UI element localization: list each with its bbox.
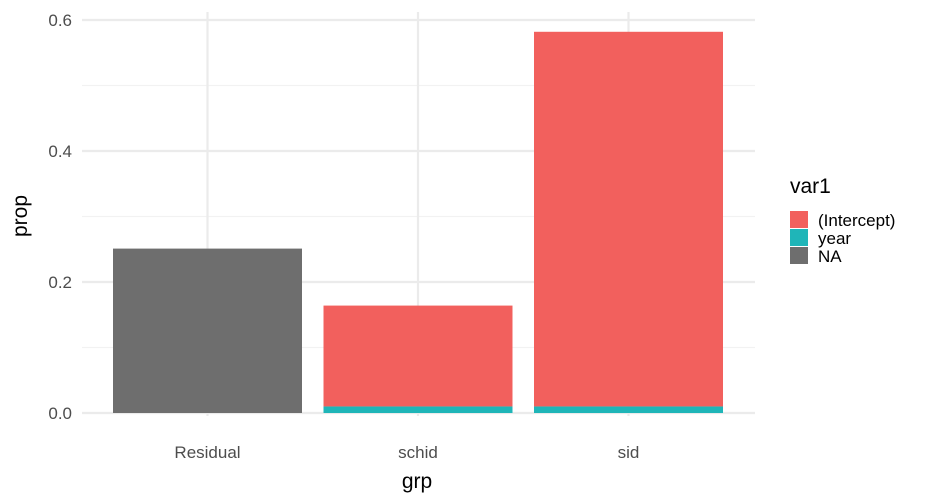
bar-schid-year: [323, 406, 513, 413]
legend-label: (Intercept): [818, 211, 895, 230]
legend-swatch: [790, 211, 808, 228]
legend-swatch: [790, 247, 808, 264]
x-tick-label: Residual: [174, 443, 240, 462]
legend-title: var1: [790, 175, 831, 198]
y-axis-ticks: 0.0 0.2 0.4 0.6: [48, 11, 72, 423]
x-tick-label: sid: [618, 443, 640, 462]
y-tick-label: 0.6: [48, 11, 72, 30]
bar-sid-year: [534, 406, 723, 413]
x-axis-ticks: Residual schid sid: [174, 443, 639, 462]
bars: [113, 31, 723, 413]
x-tick-label: schid: [398, 443, 438, 462]
legend-swatch: [790, 229, 808, 246]
y-tick-label: 0.4: [48, 142, 72, 161]
y-axis-title: prop: [9, 195, 32, 237]
bar-sid-(Intercept): [534, 31, 723, 407]
y-tick-label: 0.2: [48, 273, 72, 292]
legend-label: year: [818, 229, 851, 248]
bar-schid-(Intercept): [323, 305, 513, 407]
legend-label: NA: [818, 247, 842, 266]
y-tick-label: 0.0: [48, 404, 72, 423]
x-axis-title: grp: [402, 470, 432, 493]
bar-Residual-NA: [113, 248, 302, 413]
